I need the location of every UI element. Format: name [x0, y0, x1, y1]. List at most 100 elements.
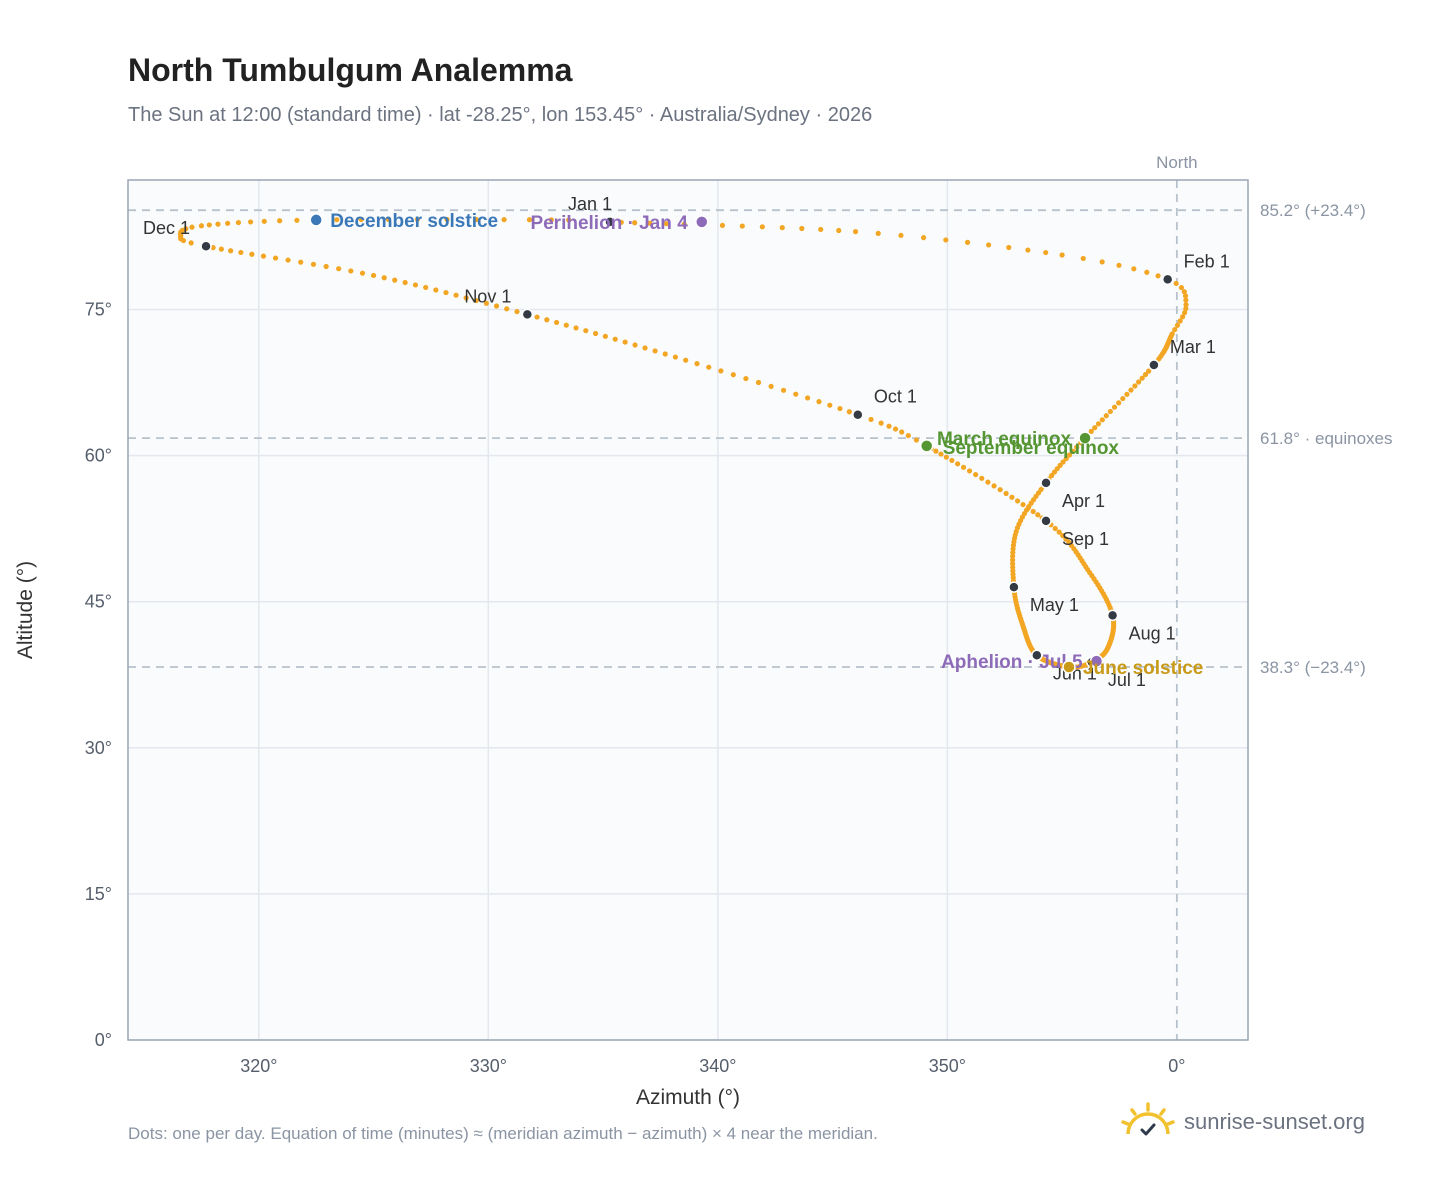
day-dot [189, 224, 195, 230]
day-dot [886, 423, 892, 429]
y-tick-label: 0° [95, 1030, 112, 1050]
day-dot [1107, 408, 1113, 415]
month-marker-label: Sep 1 [1062, 529, 1109, 549]
day-dot [739, 223, 745, 229]
day-dot [414, 216, 421, 223]
day-dot [694, 361, 700, 367]
day-dot [913, 437, 919, 443]
day-dot [323, 263, 329, 270]
day-dot [1010, 561, 1016, 567]
day-dot [1080, 255, 1086, 262]
footnote: Dots: one per day. Equation of time (min… [128, 1124, 878, 1143]
day-dot [681, 221, 687, 227]
day-dot [573, 325, 579, 331]
day-dot [1099, 259, 1105, 265]
day-dot [1063, 455, 1069, 462]
day-dot [985, 479, 991, 485]
day-dot [1052, 525, 1058, 532]
month-marker-label: Jul 1 [1108, 670, 1146, 690]
x-tick-label: 340° [699, 1056, 736, 1076]
event-label: September equinox [943, 438, 1120, 459]
day-dot [852, 229, 859, 235]
day-dot [1025, 505, 1031, 511]
day-dot [358, 216, 364, 223]
month-marker-label: Jan 1 [568, 194, 612, 214]
y-tick-label: 60° [85, 446, 112, 466]
day-dot [1177, 318, 1183, 324]
event-dot [1062, 660, 1076, 674]
day-dot [960, 464, 967, 470]
event-label: March equinox [937, 429, 1072, 450]
day-dot [336, 266, 342, 272]
event-dot [919, 439, 934, 453]
day-dot [973, 471, 979, 478]
day-dot [473, 297, 479, 304]
day-dot [443, 289, 449, 296]
day-dot [238, 249, 244, 256]
day-dot [837, 405, 843, 412]
day-dot [198, 223, 205, 229]
day-dot [1174, 322, 1181, 328]
day-dot [642, 345, 648, 351]
day-dot [210, 245, 216, 251]
day-dot [779, 225, 785, 231]
month-marker-dot [1106, 609, 1119, 622]
day-dot [1180, 314, 1186, 320]
day-dot [1124, 391, 1130, 397]
day-dot [1014, 498, 1021, 504]
month-marker-label: Aug 1 [1129, 623, 1176, 643]
day-dot [818, 226, 824, 233]
day-dot [1183, 306, 1189, 312]
y-tick-label: 30° [85, 738, 112, 758]
day-dot [1183, 297, 1189, 303]
reference-line-label: 38.3° (−23.4°) [1260, 658, 1366, 677]
day-dot [949, 457, 955, 464]
day-dot [1181, 310, 1188, 316]
day-dot [1025, 247, 1031, 253]
day-dot [1128, 387, 1134, 393]
day-dot [647, 220, 653, 226]
month-marker-dot [852, 408, 864, 421]
day-dot [730, 372, 736, 378]
day-dot [1116, 262, 1122, 268]
month-marker-label: Mar 1 [1170, 337, 1216, 357]
month-marker-label: Apr 1 [1062, 491, 1105, 511]
day-dot [743, 375, 749, 382]
day-dot [1111, 404, 1118, 410]
month-marker-label: Feb 1 [1184, 251, 1230, 271]
plot-frame [127, 179, 1249, 1041]
day-dot [878, 420, 884, 426]
day-dot [247, 219, 254, 225]
day-dot [780, 387, 787, 393]
day-dot [898, 232, 904, 239]
day-dot [218, 246, 224, 252]
event-dot [309, 213, 323, 227]
day-dot [1049, 472, 1055, 479]
day-dot [1092, 425, 1098, 431]
reference-line-label: 85.2° (+23.4°) [1260, 201, 1366, 220]
day-dot [566, 217, 572, 223]
day-dot [827, 402, 833, 408]
day-dot [672, 354, 679, 360]
day-dot [1010, 553, 1016, 559]
day-dot [905, 432, 911, 439]
day-dot [285, 257, 291, 263]
axis-ticks: 320° 330° 340° 350° 0° 0° 15° 30° 45° 60° 75° [85, 300, 1186, 1076]
day-dot [514, 308, 520, 315]
day-dot [272, 255, 279, 261]
day-dot [759, 224, 765, 230]
day-dot [618, 219, 624, 225]
day-dot [683, 357, 689, 363]
day-dot [997, 487, 1003, 493]
month-marker-label: May 1 [1030, 595, 1079, 615]
day-dot [370, 272, 377, 279]
brand[interactable]: sunrise-sunset.org [1120, 1102, 1365, 1142]
day-dot [1183, 302, 1189, 308]
reference-line-label: 61.8° · equinoxes [1260, 429, 1393, 448]
y-axis-label: Altitude (°) [14, 561, 37, 659]
day-dot [1009, 494, 1015, 500]
day-dot [381, 275, 387, 281]
day-dot [632, 220, 638, 226]
month-marker-dot [1161, 273, 1174, 286]
event-label: June solstice [1083, 658, 1203, 679]
